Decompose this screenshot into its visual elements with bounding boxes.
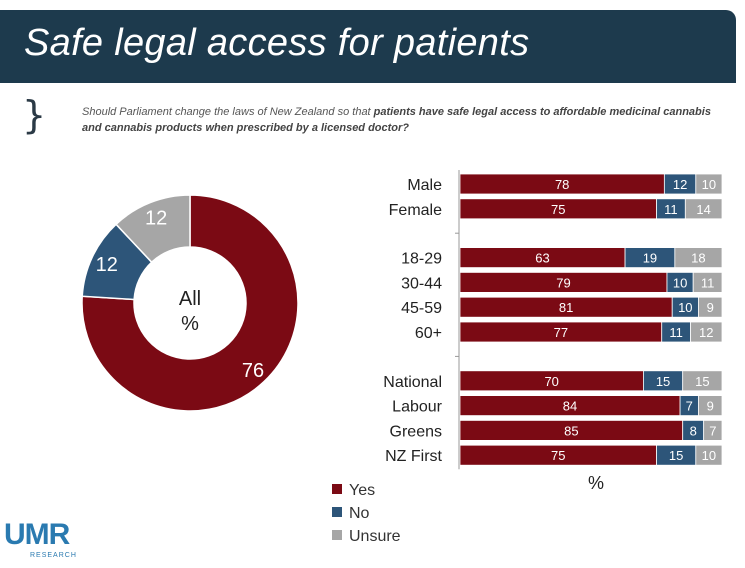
bar-value-label: 8 <box>690 423 697 438</box>
bar-value-label: 12 <box>699 325 713 340</box>
category-label: 18-29 <box>401 251 442 268</box>
bar-value-label: 77 <box>554 325 568 340</box>
bar-value-label: 12 <box>673 177 687 192</box>
bar-value-label: 7 <box>686 399 693 414</box>
question-prefix: Should Parliament change the laws of New… <box>82 106 374 118</box>
bar-value-label: 10 <box>702 177 716 192</box>
bar-value-label: 10 <box>678 300 692 315</box>
bar-value-label: 75 <box>551 448 565 463</box>
bar-segment-unsure <box>698 395 723 417</box>
legend-item-unsure: Unsure <box>332 528 401 546</box>
bar-value-label: 70 <box>544 374 558 389</box>
bar-value-label: 11 <box>669 325 683 340</box>
donut-label-yes: 76 <box>242 360 264 382</box>
bar-segment-unsure <box>682 370 723 392</box>
survey-question: Should Parliament change the laws of New… <box>82 104 722 136</box>
bar-value-label: 11 <box>701 275 715 290</box>
category-label: Labour <box>392 399 442 416</box>
bar-value-label: 84 <box>563 399 577 414</box>
bar-value-label: 75 <box>551 202 565 217</box>
category-label: 30-44 <box>401 275 442 292</box>
category-label: Greens <box>390 423 442 440</box>
bar-value-label: 63 <box>535 251 549 266</box>
x-axis-label: % <box>588 473 604 493</box>
legend-label-yes: Yes <box>349 482 376 499</box>
legend-label-no: No <box>349 505 370 522</box>
bar-value-label: 9 <box>707 399 714 414</box>
bar-segment-unsure <box>674 247 723 269</box>
bar-value-label: 14 <box>696 202 710 217</box>
legend-swatch-yes <box>332 484 342 494</box>
umr-logo: UMR RESEARCH <box>4 518 76 560</box>
logo-subtext: RESEARCH <box>30 552 77 559</box>
question-emphasis: patients have safe legal access to affor… <box>82 106 711 134</box>
bar-value-label: 85 <box>564 423 578 438</box>
bar-segment-unsure <box>695 444 723 466</box>
category-label: Male <box>407 177 442 194</box>
category-label: National <box>383 374 442 391</box>
bar-value-label: 18 <box>691 251 705 266</box>
bar-value-label: 15 <box>656 374 670 389</box>
legend-item-no: No <box>332 505 369 523</box>
bar-segment-unsure <box>692 271 723 293</box>
legend-swatch-unsure <box>332 530 342 540</box>
donut-label-no: 12 <box>96 254 118 276</box>
donut-center-label: All <box>179 288 201 310</box>
bar-segment-unsure <box>690 321 723 343</box>
bar-value-label: 19 <box>643 251 657 266</box>
bar-segment-unsure <box>684 198 723 220</box>
bar-value-label: 10 <box>702 448 716 463</box>
bar-value-label: 15 <box>695 374 709 389</box>
bar-segment-unsure <box>695 173 723 195</box>
bar-value-label: 11 <box>664 202 678 217</box>
category-label: 45-59 <box>401 300 442 317</box>
bar-value-label: 15 <box>669 448 683 463</box>
legend-swatch-no <box>332 507 342 517</box>
title-bar: Safe legal access for patients <box>0 10 736 83</box>
bar-segment-unsure <box>703 419 723 441</box>
bar-value-label: 79 <box>556 275 570 290</box>
category-label: 60+ <box>415 325 442 342</box>
page-title: Safe legal access for patients <box>24 22 530 64</box>
logo-text: UMR <box>4 518 70 551</box>
bar-value-label: 9 <box>707 300 714 315</box>
donut-slice-unsure <box>115 194 191 264</box>
category-label: Female <box>389 202 442 219</box>
donut-center-label: % <box>181 313 199 335</box>
donut-label-unsure: 12 <box>145 207 167 229</box>
category-label: NZ First <box>385 448 442 465</box>
legend-label-unsure: Unsure <box>349 528 401 545</box>
bar-value-label: 78 <box>555 177 569 192</box>
legend-item-yes: Yes <box>332 482 375 500</box>
bar-value-label: 10 <box>673 275 687 290</box>
brace-icon: } <box>22 93 47 137</box>
donut-slice-yes <box>81 194 299 412</box>
bar-segment-unsure <box>698 296 723 318</box>
bar-value-label: 81 <box>559 300 573 315</box>
bar-value-label: 7 <box>709 423 716 438</box>
